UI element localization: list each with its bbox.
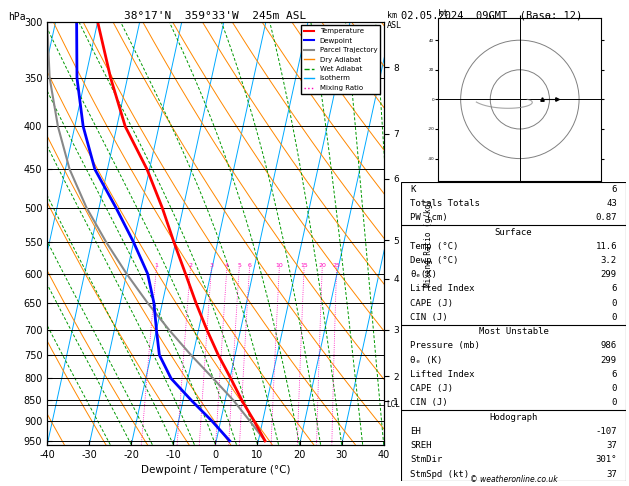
Text: 6: 6 [611, 284, 617, 294]
Text: Dewp (°C): Dewp (°C) [410, 256, 459, 265]
Text: 38°17'N  359°33'W  245m ASL: 38°17'N 359°33'W 245m ASL [125, 11, 306, 21]
Text: θₑ(K): θₑ(K) [410, 270, 437, 279]
Text: CIN (J): CIN (J) [410, 313, 448, 322]
Text: 0: 0 [611, 384, 617, 393]
Text: 25: 25 [333, 263, 340, 268]
Text: -107: -107 [596, 427, 617, 436]
Text: 5: 5 [237, 263, 241, 268]
Text: 20: 20 [318, 263, 326, 268]
Text: 299: 299 [601, 270, 617, 279]
Text: hPa: hPa [8, 12, 26, 22]
Text: 6: 6 [248, 263, 252, 268]
Text: 986: 986 [601, 342, 617, 350]
Text: 37: 37 [606, 469, 617, 479]
Text: 15: 15 [300, 263, 308, 268]
Text: LCL: LCL [386, 400, 399, 409]
X-axis label: Dewpoint / Temperature (°C): Dewpoint / Temperature (°C) [141, 465, 290, 475]
Text: kt: kt [438, 9, 448, 18]
Text: Totals Totals: Totals Totals [410, 199, 480, 208]
Text: 02.05.2024  09GMT  (Base: 12): 02.05.2024 09GMT (Base: 12) [401, 11, 582, 21]
Text: 4: 4 [225, 263, 229, 268]
Text: 6: 6 [611, 370, 617, 379]
Text: 11.6: 11.6 [596, 242, 617, 251]
Text: 1: 1 [155, 263, 159, 268]
Text: Lifted Index: Lifted Index [410, 284, 475, 294]
Text: 301°: 301° [596, 455, 617, 464]
Text: © weatheronline.co.uk: © weatheronline.co.uk [470, 474, 557, 484]
Text: SREH: SREH [410, 441, 431, 450]
Text: 3: 3 [209, 263, 213, 268]
Text: EH: EH [410, 427, 421, 436]
Text: Lifted Index: Lifted Index [410, 370, 475, 379]
Legend: Temperature, Dewpoint, Parcel Trajectory, Dry Adiabat, Wet Adiabat, Isotherm, Mi: Temperature, Dewpoint, Parcel Trajectory… [301, 25, 380, 94]
Text: Mixing Ratio (g/kg): Mixing Ratio (g/kg) [425, 199, 433, 287]
Text: 0.87: 0.87 [596, 213, 617, 222]
Text: Temp (°C): Temp (°C) [410, 242, 459, 251]
Text: CIN (J): CIN (J) [410, 399, 448, 407]
Text: StmDir: StmDir [410, 455, 443, 464]
Text: K: K [410, 185, 416, 194]
Text: Surface: Surface [495, 227, 532, 237]
Text: CAPE (J): CAPE (J) [410, 299, 454, 308]
Text: 2: 2 [189, 263, 192, 268]
Text: CAPE (J): CAPE (J) [410, 384, 454, 393]
Text: 6: 6 [611, 185, 617, 194]
Text: 10: 10 [276, 263, 283, 268]
Text: Most Unstable: Most Unstable [479, 327, 548, 336]
Text: 43: 43 [606, 199, 617, 208]
Text: 3.2: 3.2 [601, 256, 617, 265]
Text: 37: 37 [606, 441, 617, 450]
Text: km
ASL: km ASL [387, 11, 402, 30]
Text: PW (cm): PW (cm) [410, 213, 448, 222]
Text: 0: 0 [611, 399, 617, 407]
Text: θₑ (K): θₑ (K) [410, 356, 443, 364]
Text: 0: 0 [611, 313, 617, 322]
Text: Pressure (mb): Pressure (mb) [410, 342, 480, 350]
Text: 299: 299 [601, 356, 617, 364]
Text: 0: 0 [611, 299, 617, 308]
Text: Hodograph: Hodograph [489, 413, 538, 421]
Text: StmSpd (kt): StmSpd (kt) [410, 469, 469, 479]
